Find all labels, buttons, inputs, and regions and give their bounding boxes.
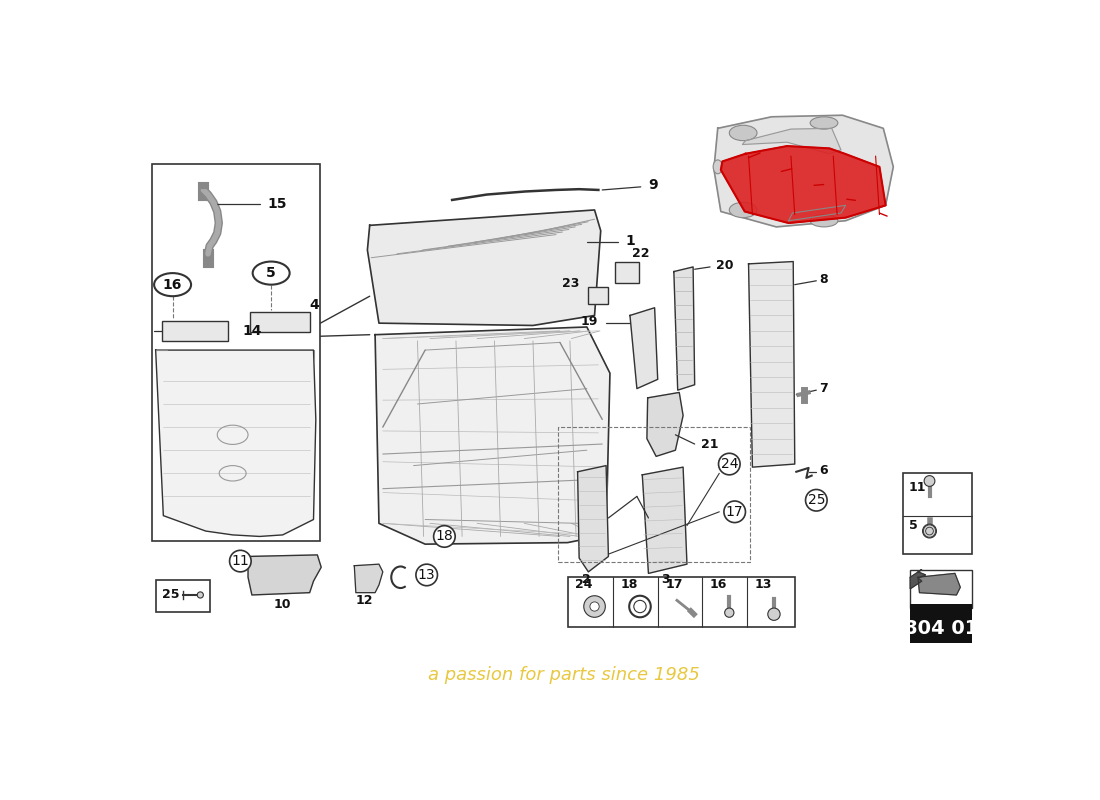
Text: 13: 13 — [418, 568, 436, 582]
Circle shape — [923, 524, 936, 538]
Text: 10: 10 — [274, 598, 292, 610]
Text: 8: 8 — [820, 273, 828, 286]
Ellipse shape — [253, 262, 289, 285]
Text: 5: 5 — [266, 266, 276, 280]
Polygon shape — [911, 570, 926, 589]
Bar — [902, 474, 972, 554]
Circle shape — [724, 501, 746, 522]
Circle shape — [805, 490, 827, 511]
Bar — [251, 312, 310, 332]
Text: 4: 4 — [310, 298, 319, 313]
Text: 2: 2 — [583, 573, 591, 586]
Circle shape — [584, 596, 605, 618]
Bar — [152, 164, 320, 541]
Text: 22: 22 — [631, 247, 649, 260]
Ellipse shape — [810, 117, 838, 129]
Text: 16: 16 — [163, 278, 183, 292]
Ellipse shape — [713, 160, 723, 174]
Ellipse shape — [729, 126, 757, 141]
Polygon shape — [674, 267, 695, 390]
Text: 25: 25 — [162, 589, 179, 602]
Circle shape — [590, 602, 600, 611]
Bar — [162, 321, 228, 341]
Text: 17: 17 — [666, 578, 683, 591]
Text: 23: 23 — [562, 278, 580, 290]
Bar — [588, 287, 608, 304]
Circle shape — [416, 564, 438, 586]
Text: 13: 13 — [755, 578, 772, 591]
Polygon shape — [578, 466, 608, 572]
Text: a passion for parts since 1985: a passion for parts since 1985 — [428, 666, 700, 684]
Text: 9: 9 — [649, 178, 658, 192]
Circle shape — [768, 608, 780, 620]
Text: 5: 5 — [909, 519, 917, 532]
Polygon shape — [789, 206, 846, 221]
Polygon shape — [375, 327, 609, 544]
Polygon shape — [720, 146, 886, 223]
Text: 25: 25 — [807, 494, 825, 507]
Polygon shape — [354, 564, 383, 593]
Text: 11: 11 — [909, 481, 926, 494]
Polygon shape — [749, 262, 794, 467]
Text: 21: 21 — [701, 438, 718, 450]
Bar — [911, 604, 972, 642]
Text: 15: 15 — [267, 197, 287, 211]
Circle shape — [725, 608, 734, 618]
Bar — [568, 578, 794, 627]
Text: 24: 24 — [575, 578, 593, 591]
Ellipse shape — [810, 214, 838, 227]
Text: 18: 18 — [620, 578, 638, 591]
Text: 14: 14 — [242, 324, 262, 338]
Ellipse shape — [154, 273, 191, 296]
Text: 3: 3 — [661, 573, 670, 586]
Circle shape — [718, 454, 740, 475]
Text: 24: 24 — [720, 457, 738, 471]
Text: 19: 19 — [581, 315, 598, 328]
Circle shape — [230, 550, 251, 572]
Text: 20: 20 — [716, 259, 734, 272]
Text: 11: 11 — [231, 554, 250, 568]
Ellipse shape — [729, 202, 757, 218]
Polygon shape — [630, 308, 658, 389]
Text: 18: 18 — [436, 530, 453, 543]
Polygon shape — [647, 393, 683, 456]
Polygon shape — [742, 128, 842, 154]
Bar — [911, 570, 972, 608]
Text: 17: 17 — [726, 505, 744, 519]
Bar — [156, 579, 209, 612]
Text: 12: 12 — [356, 594, 373, 607]
Text: 6: 6 — [820, 464, 828, 477]
Polygon shape — [642, 467, 686, 574]
Polygon shape — [714, 115, 893, 227]
Circle shape — [924, 476, 935, 486]
Text: 804 01: 804 01 — [904, 619, 978, 638]
Text: 7: 7 — [820, 382, 828, 395]
Bar — [615, 262, 639, 283]
Polygon shape — [249, 555, 321, 595]
Circle shape — [197, 592, 204, 598]
Circle shape — [433, 526, 455, 547]
Polygon shape — [367, 210, 601, 326]
Polygon shape — [156, 350, 316, 537]
Text: 1: 1 — [625, 234, 635, 248]
Bar — [558, 427, 750, 562]
Polygon shape — [917, 574, 960, 595]
Text: 16: 16 — [711, 578, 727, 591]
